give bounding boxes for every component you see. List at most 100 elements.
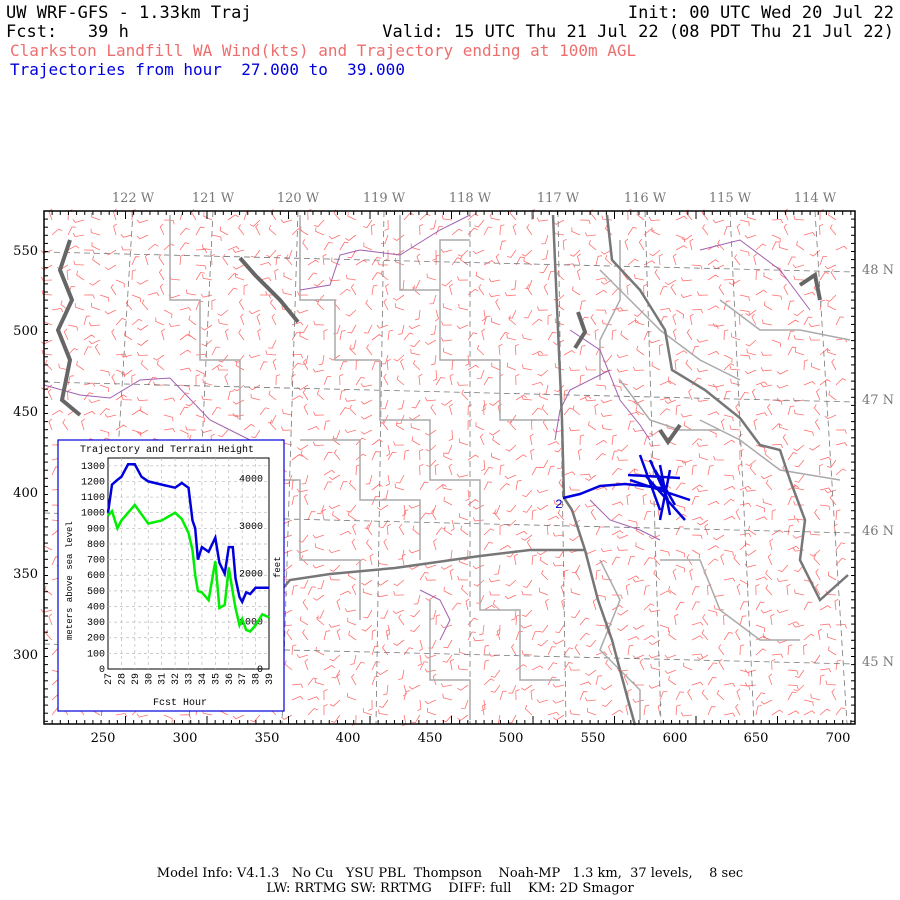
inset-xlabel: Fcst Hour xyxy=(153,698,207,709)
lon-label-118: 118 W xyxy=(449,191,492,206)
meridian-line xyxy=(729,210,755,725)
frame-ticks xyxy=(43,210,855,724)
x-label-250: 250 xyxy=(91,731,116,746)
lat-label-47: 47 N xyxy=(862,393,894,408)
y-label-550: 550 xyxy=(13,244,38,259)
physics-info: LW: RRTMG SW: RRTMG DIFF: full KM: 2D Sm… xyxy=(266,881,634,896)
parallel-line xyxy=(43,251,856,273)
inset-x-tick-label: 34 xyxy=(198,673,209,685)
x-label-350: 350 xyxy=(255,731,280,746)
inset-left-tick-label: 900 xyxy=(87,524,105,535)
inset-series-trajectory xyxy=(106,463,269,605)
y-label-300: 300 xyxy=(13,648,38,663)
forecast-hour: Fcst: 39 h xyxy=(6,22,129,42)
inset-right-ticks: 4000 3000 2000 1000 0 xyxy=(239,474,263,676)
inset-x-tick-label: 30 xyxy=(144,673,155,685)
inset-x-tick-label: 32 xyxy=(171,673,182,685)
inset-left-tick-label: 1000 xyxy=(81,509,105,520)
inset-left-tick-label: 200 xyxy=(87,634,105,645)
state-line-or-id xyxy=(583,549,637,726)
y-label-400: 400 xyxy=(13,486,38,501)
inset-left-tick-label: 100 xyxy=(87,649,105,660)
lon-label-115: 115 W xyxy=(709,191,752,206)
lon-label-121: 121 W xyxy=(192,191,235,206)
lat-label-46: 46 N xyxy=(862,524,894,539)
inset-x-tick-label: 28 xyxy=(117,673,128,685)
trajectory-path xyxy=(562,454,691,521)
lon-label-119: 119 W xyxy=(363,191,406,206)
inset-left-tick-label: 400 xyxy=(87,602,105,613)
inset-series-terrain xyxy=(107,502,270,633)
inset-ylabel-right: feet xyxy=(273,556,283,578)
map-frame xyxy=(43,210,856,725)
inset-x-tick-label: 39 xyxy=(265,673,276,685)
river-line xyxy=(699,239,811,311)
x-label-400: 400 xyxy=(336,731,361,746)
county-line xyxy=(719,299,851,341)
lon-label-114: 114 W xyxy=(794,191,837,206)
x-label-500: 500 xyxy=(499,731,524,746)
plot-description: Clarkston Landfill WA Wind(kts) and Traj… xyxy=(10,41,637,60)
inset-ylabel-left: meters above sea level xyxy=(65,521,75,640)
lat-label-45: 45 N xyxy=(862,655,894,670)
inset-left-tick-label: 1200 xyxy=(81,477,105,488)
county-line xyxy=(479,540,560,681)
coast-puget xyxy=(55,239,82,417)
inset-right-tick-label: 3000 xyxy=(239,522,263,533)
inset-left-tick-label: 500 xyxy=(87,587,105,598)
trajectory-line xyxy=(562,482,666,500)
inset-left-tick-label: 0 xyxy=(99,665,105,676)
inset-x-tick-label: 31 xyxy=(158,673,169,685)
inset-right-tick-label: 0 xyxy=(257,665,263,676)
y-label-500: 500 xyxy=(13,324,38,339)
county-line xyxy=(399,215,470,291)
inset-left-tick-label: 800 xyxy=(87,540,105,551)
rivers xyxy=(43,214,811,641)
inset-x-tick-label: 35 xyxy=(211,673,222,685)
lon-label-122: 122 W xyxy=(112,191,155,206)
inset-x-tick-label: 37 xyxy=(238,673,249,685)
river-line xyxy=(554,369,611,441)
county-line xyxy=(439,290,560,421)
model-title: UW WRF-GFS - 1.33km Traj xyxy=(6,3,252,23)
model-info: Model Info: V4.1.3 No Cu YSU PBL Thompso… xyxy=(156,866,744,881)
x-label-300: 300 xyxy=(173,731,198,746)
meridian-line xyxy=(644,210,662,725)
inset-left-tick-label: 600 xyxy=(87,571,105,582)
lake-pend xyxy=(658,423,682,446)
y-label-350: 350 xyxy=(13,567,38,582)
inset-left-tick-label: 1300 xyxy=(81,462,105,473)
meridian-line xyxy=(557,210,567,725)
county-line xyxy=(299,215,380,361)
lake-flathead xyxy=(798,271,822,301)
inset-x-tick-label: 27 xyxy=(104,673,115,685)
state-line-wa-or xyxy=(249,548,585,629)
x-label-600: 600 xyxy=(663,731,688,746)
river-line xyxy=(569,329,651,441)
parallel-line xyxy=(43,381,856,403)
inset-left-ticks: 1300120011001000900800700600500400300200… xyxy=(81,462,105,676)
county-line xyxy=(619,379,720,431)
county-line xyxy=(599,559,641,720)
inset-left-tick-label: 1100 xyxy=(81,493,105,504)
init-time: Init: 00 UTC Wed 20 Jul 22 xyxy=(627,3,894,23)
lon-label-120: 120 W xyxy=(277,191,320,206)
inset-panel: Trajectory and Terrain Height 1300 1200 11… xyxy=(57,439,285,712)
county-boundaries xyxy=(169,215,851,720)
x-label-650: 650 xyxy=(744,731,769,746)
river-line xyxy=(299,214,471,291)
inset-left-tick-label: 300 xyxy=(87,618,105,629)
state-line-id-mt xyxy=(605,214,849,603)
county-line xyxy=(429,600,471,720)
trajectory-hours: Trajectories from hour 27.000 to 39.000 xyxy=(10,60,405,79)
state-line-wa-id xyxy=(551,214,587,551)
lat-label-48: 48 N xyxy=(862,263,894,278)
river-line xyxy=(419,589,451,641)
inset-x-tick-label: 36 xyxy=(225,673,236,685)
y-label-450: 450 xyxy=(13,405,38,420)
river-line xyxy=(43,377,251,441)
county-line xyxy=(169,215,241,420)
map-axis-labels: 122 W 121 W 120 W 119 W 118 W 117 W 116 … xyxy=(13,191,894,746)
lon-label-116: 116 W xyxy=(624,191,667,206)
